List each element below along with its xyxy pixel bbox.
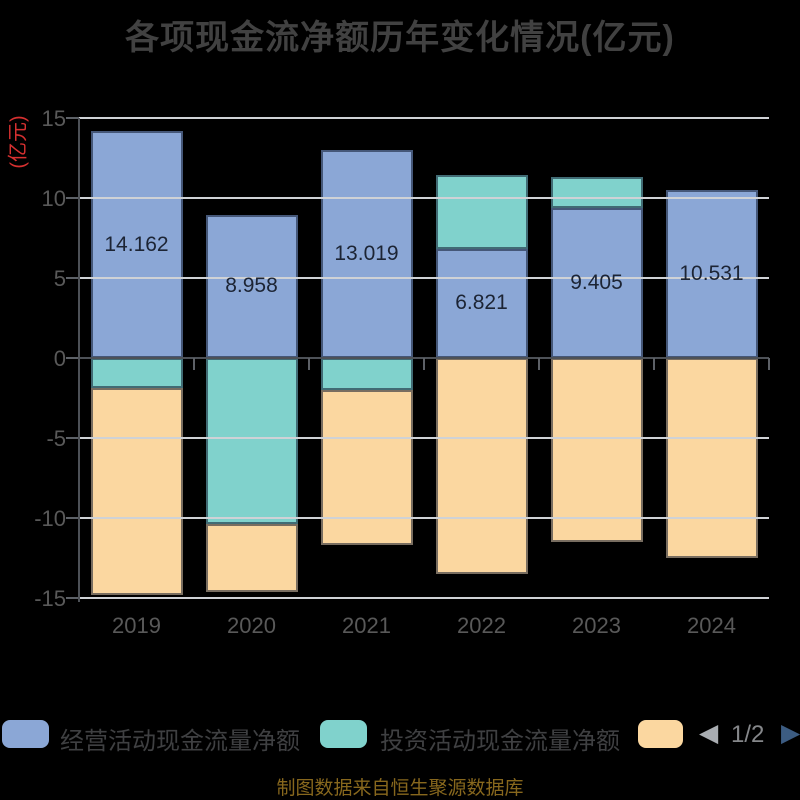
y-axis-tick-label: -10 xyxy=(34,506,66,531)
y-axis-tick-label: 5 xyxy=(53,266,66,291)
x-axis-tick xyxy=(308,358,310,370)
bar-segment-2024 xyxy=(665,358,758,558)
y-axis-line xyxy=(78,118,80,602)
data-source-note: 制图数据来自恒生聚源数据库 xyxy=(276,778,524,799)
legend-swatch-investing[interactable] xyxy=(320,720,367,748)
bar-segment-2023 xyxy=(550,207,643,358)
x-category-label: 2023 xyxy=(572,613,621,638)
y-axis-tick xyxy=(66,117,79,119)
x-axis-tick xyxy=(768,358,770,370)
y-axis-tick xyxy=(66,197,79,199)
y-axis-tick-label: -5 xyxy=(46,426,66,451)
y-axis-tick xyxy=(66,277,79,279)
x-category-label: 2024 xyxy=(687,613,736,638)
x-axis-tick xyxy=(538,358,540,370)
x-category-label: 2022 xyxy=(457,613,506,638)
y-axis-tick xyxy=(66,437,79,439)
bar-value-label: 8.958 xyxy=(225,274,278,298)
bar-segment-2022 xyxy=(435,248,528,358)
bar-segment-2021 xyxy=(320,149,413,358)
legend-swatch-operating[interactable] xyxy=(2,720,49,748)
bar-segment-2024 xyxy=(665,189,758,358)
x-axis-tick xyxy=(423,358,425,370)
x-category-label: 2021 xyxy=(342,613,391,638)
bar-segment-2019 xyxy=(90,131,183,358)
x-axis-tick xyxy=(653,358,655,370)
bar-value-label: 14.162 xyxy=(104,232,169,256)
bar-value-label: 10.531 xyxy=(679,261,744,285)
legend-swatch-financing[interactable] xyxy=(638,720,683,748)
gridline xyxy=(79,517,769,519)
bar-segment-2019 xyxy=(90,358,183,389)
legend-page-indicator: 1/2 xyxy=(731,721,765,748)
gridline xyxy=(79,597,769,599)
x-category-label: 2020 xyxy=(227,613,276,638)
bar-segment-2020 xyxy=(205,358,298,525)
legend-label-investing[interactable]: 投资活动现金流量净额 xyxy=(380,728,620,755)
bar-segment-2022 xyxy=(435,175,528,249)
bar-value-label: 6.821 xyxy=(455,291,508,315)
legend-next-page-icon[interactable]: ▶ xyxy=(781,719,800,747)
x-category-label: 2019 xyxy=(112,613,161,638)
gridline xyxy=(79,437,769,439)
y-axis-tick-label: 15 xyxy=(41,106,66,131)
y-axis-tick-label: 10 xyxy=(41,186,66,211)
bar-segment-2019 xyxy=(90,388,183,595)
y-axis-tick xyxy=(66,357,79,359)
bar-segment-2022 xyxy=(435,358,528,574)
bar-value-label: 13.019 xyxy=(334,241,399,265)
bar-segment-2023 xyxy=(550,177,643,208)
bar-segment-2021 xyxy=(320,390,413,546)
chart-title: 各项现金流净额历年变化情况(亿元) xyxy=(125,19,675,57)
bar-segment-2020 xyxy=(205,524,298,592)
gridline xyxy=(79,117,769,119)
gridline xyxy=(79,277,769,279)
gridline xyxy=(79,197,769,199)
bar-segment-2023 xyxy=(550,358,643,542)
y-axis-tick xyxy=(66,517,79,519)
bar-segment-2021 xyxy=(320,358,413,390)
x-axis-tick xyxy=(193,358,195,370)
legend-label-operating[interactable]: 经营活动现金流量净额 xyxy=(60,728,300,755)
y-axis-tick-label: 0 xyxy=(53,346,66,371)
bar-value-label: 9.405 xyxy=(570,270,623,294)
y-axis-tick xyxy=(66,597,79,599)
y-axis-tick-label: -15 xyxy=(34,586,66,611)
legend-prev-page-icon[interactable]: ◀ xyxy=(699,719,719,747)
bar-segment-2020 xyxy=(205,214,298,358)
